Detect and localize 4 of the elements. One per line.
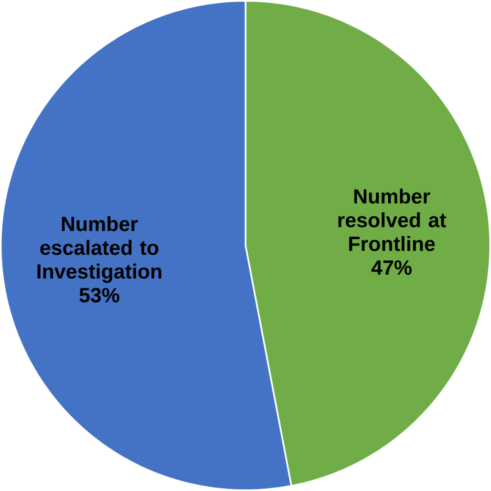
slice-label: Number resolved at Frontline	[338, 188, 446, 252]
slice-label: Number escalated to Investigation	[38, 216, 162, 283]
data-label: 53%	[79, 288, 120, 302]
data-label: 47%	[371, 260, 412, 275]
